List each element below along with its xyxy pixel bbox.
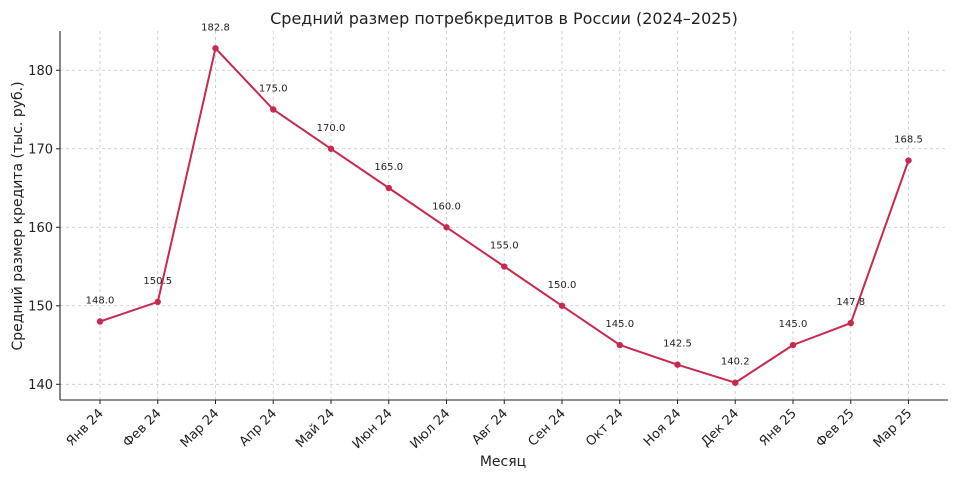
y-axis-label: Средний размер кредита (тыс. руб.)	[10, 81, 26, 350]
data-label: 140.2	[721, 357, 750, 368]
data-label: 165.0	[374, 162, 403, 173]
data-label: 182.8	[201, 22, 230, 33]
y-tick-label: 180	[28, 64, 53, 79]
data-label: 145.0	[605, 319, 634, 330]
data-label: 150.0	[548, 280, 577, 291]
data-point	[270, 106, 277, 113]
data-label: 168.5	[894, 135, 923, 146]
x-tick-label: Мар 24	[178, 406, 223, 451]
data-label: 142.5	[663, 339, 692, 350]
data-point	[443, 224, 450, 231]
data-point	[789, 341, 797, 349]
data-point	[674, 361, 681, 368]
x-tick-label: Июл 24	[408, 406, 454, 452]
x-tick-label: Дек 24	[698, 406, 742, 450]
data-point	[616, 341, 623, 349]
y-axis-ticks: 140 150 160 170 180	[28, 64, 60, 393]
data-point	[154, 298, 161, 306]
data-label: 160.0	[432, 201, 461, 212]
x-tick-label: Апр 24	[237, 406, 280, 449]
data-labels: 148.0 150.5 182.8 175.0 170.0 165.0 160.0 155.0…	[86, 22, 923, 367]
x-tick-label: Мар 25	[871, 406, 916, 451]
data-label: 145.0	[779, 319, 808, 330]
data-label: 150.5	[143, 276, 172, 287]
x-axis-ticks: Янв 24 Фев 24 Мар 24 Апр 24 Май 24 Июн 24 Июл …	[64, 400, 916, 452]
x-tick-label: Июн 24	[350, 406, 396, 452]
data-label: 148.0	[86, 295, 115, 306]
data-label: 175.0	[259, 84, 288, 95]
data-point	[327, 145, 335, 152]
x-axis-label: Месяц	[480, 454, 526, 470]
y-tick-label: 150	[28, 299, 53, 314]
data-point	[501, 263, 508, 270]
y-tick-label: 140	[28, 378, 53, 393]
series-points	[96, 45, 912, 386]
y-tick-label: 170	[28, 142, 53, 157]
data-label: 155.0	[490, 241, 519, 252]
x-tick-label: Янв 24	[64, 406, 107, 449]
x-tick-label: Фев 24	[120, 406, 164, 450]
data-point	[96, 318, 104, 325]
x-tick-label: Май 24	[293, 406, 338, 451]
data-point	[732, 379, 739, 386]
grid-lines	[60, 31, 948, 400]
data-point	[212, 45, 219, 52]
x-tick-label: Ноя 24	[641, 406, 684, 449]
data-label: 147.8	[836, 297, 865, 308]
chart-title: Средний размер потребкредитов в России (…	[270, 9, 738, 28]
data-point	[847, 319, 854, 327]
data-label: 170.0	[317, 123, 346, 134]
x-tick-label: Фев 25	[813, 406, 857, 450]
data-point	[558, 302, 566, 309]
x-tick-label: Авг 24	[469, 406, 511, 448]
x-tick-label: Сен 24	[526, 406, 569, 449]
x-tick-label: Окт 24	[583, 406, 626, 449]
x-tick-label: Янв 25	[757, 406, 800, 449]
data-point	[905, 157, 912, 164]
y-tick-label: 160	[28, 221, 53, 236]
data-point	[385, 184, 392, 192]
